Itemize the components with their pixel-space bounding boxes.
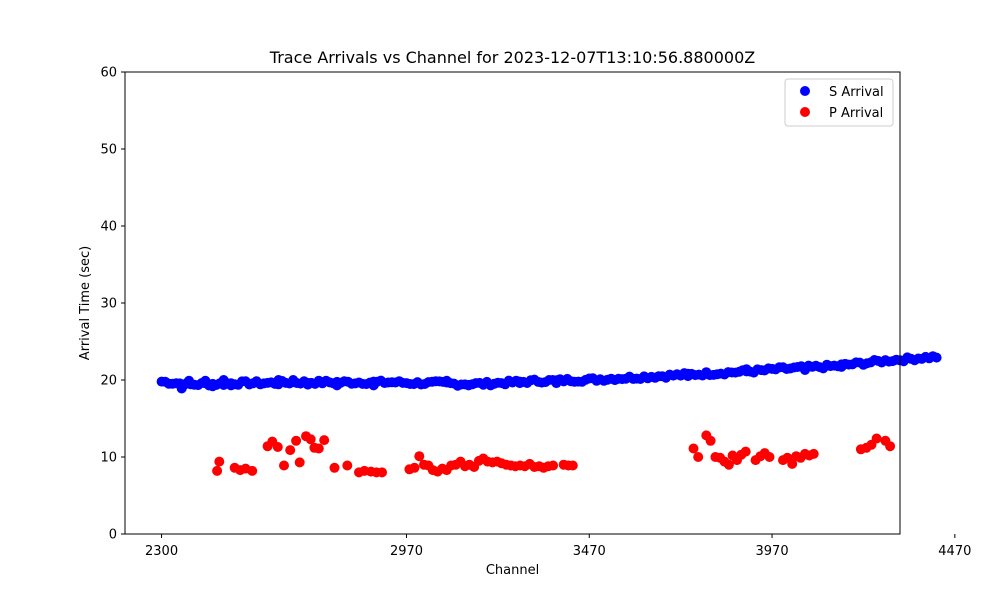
p-arrival-point: [567, 460, 578, 471]
p-arrival-point: [272, 442, 283, 452]
p-arrival-point: [319, 435, 330, 446]
p-arrival-point: [693, 452, 704, 462]
y-tick-label: 10: [100, 451, 117, 466]
s-arrival-point: [514, 378, 525, 389]
p-arrival-point: [688, 443, 699, 454]
s-arrival-point: [368, 380, 379, 391]
s-arrival-point: [218, 375, 229, 385]
p-arrival-point: [294, 457, 305, 468]
x-axis: 2300 2970 3470 3970 4470: [145, 534, 971, 559]
y-tick-label: 20: [100, 374, 117, 389]
p-arrival-point: [291, 435, 302, 446]
p-arrival-point: [705, 435, 716, 446]
s-arrival-point: [441, 375, 452, 386]
y-axis-label: Arrival Time (sec): [78, 246, 93, 360]
p-arrival-point: [329, 462, 340, 473]
legend-marker-s-arrival: [800, 86, 810, 96]
s-arrival-point: [683, 371, 693, 382]
s-arrival-point: [184, 375, 194, 386]
p-arrival-point: [787, 458, 798, 469]
p-arrival-point: [723, 459, 734, 470]
p-arrival-point: [313, 443, 324, 454]
s-arrival-point: [551, 378, 562, 389]
x-tick-label: 2970: [390, 544, 423, 559]
s-arrival-point: [288, 375, 299, 385]
s-arrival-point: [176, 383, 187, 394]
s-arrival-point: [200, 375, 211, 386]
x-tick-label: 2300: [145, 544, 178, 559]
s-arrival-point: [463, 380, 474, 391]
p-arrival-point: [548, 460, 559, 471]
p-arrival-point: [305, 434, 316, 445]
p-arrival-point: [279, 460, 289, 471]
p-arrival-point: [871, 433, 882, 444]
y-tick-label: 50: [100, 143, 117, 158]
s-arrival-point: [302, 379, 313, 390]
p-arrival-point: [414, 451, 425, 462]
p-arrival-point: [409, 462, 420, 473]
s-arrival-point: [836, 361, 847, 372]
s-arrival-point: [273, 375, 284, 385]
s-arrival-point: [931, 352, 942, 363]
y-tick-label: 30: [100, 297, 117, 312]
p-arrival-point: [764, 452, 775, 462]
s-arrival-point: [226, 380, 236, 391]
legend-label-s-arrival: S Arrival: [829, 85, 884, 100]
legend-label-p-arrival: P Arrival: [829, 106, 883, 121]
p-arrival-point: [247, 465, 258, 476]
x-tick-label: 4470: [938, 544, 971, 559]
p-arrival-point: [808, 448, 819, 459]
y-tick-label: 0: [109, 528, 117, 543]
legend-marker-p-arrival: [800, 107, 810, 117]
p-arrival-point: [885, 441, 896, 452]
p-arrival-point: [377, 467, 387, 478]
p-arrival-point: [214, 456, 225, 467]
s-arrival-point: [741, 364, 752, 375]
p-arrival-point: [740, 446, 751, 457]
s-arrival-point: [800, 365, 810, 375]
p-arrival-point: [342, 460, 353, 471]
y-axis: 0 10 20 30 40 50 60: [100, 66, 125, 543]
x-axis-label: Channel: [486, 563, 539, 578]
series-p-arrival: [212, 430, 896, 478]
legend-box: [784, 78, 894, 127]
p-arrival-point: [285, 445, 296, 456]
x-tick-label: 3970: [756, 544, 789, 559]
s-arrival-point: [207, 381, 218, 392]
p-arrival-point: [212, 465, 223, 476]
s-arrival-point: [332, 380, 342, 391]
x-tick-label: 3470: [573, 544, 606, 559]
legend: S Arrival P Arrival: [784, 78, 894, 127]
chart-title: Trace Arrivals vs Channel for 2023-12-07…: [269, 48, 755, 67]
y-tick-label: 40: [100, 220, 117, 235]
series-layer: [156, 351, 942, 478]
series-s-arrival: [156, 351, 942, 394]
y-tick-label: 60: [100, 66, 117, 81]
